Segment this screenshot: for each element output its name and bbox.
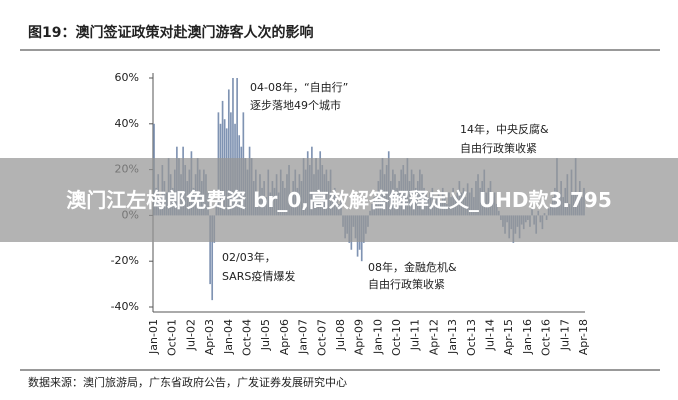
annotation: 04-08年，“自由行” bbox=[250, 80, 348, 94]
x-tick-label: Jul-05 bbox=[259, 319, 272, 351]
y-tick-label: -20% bbox=[111, 254, 139, 267]
x-tick-label: Oct-13 bbox=[465, 319, 478, 356]
y-tick-label: 60% bbox=[115, 71, 139, 84]
x-tick-label: Jul-08 bbox=[334, 319, 347, 351]
bar bbox=[209, 215, 211, 285]
x-tick-label: Jan-07 bbox=[297, 319, 310, 355]
annotation: 自由行政策收紧 bbox=[368, 277, 445, 291]
overlay-text: 澳门江左梅郎免费资 br_0,高效解答解释定义_UHD款3.795 bbox=[66, 188, 612, 212]
annotation: SARS疫情爆发 bbox=[222, 269, 295, 283]
x-tick-label: Jul-14 bbox=[484, 319, 497, 351]
bar bbox=[236, 78, 238, 216]
x-tick-label: Oct-01 bbox=[166, 319, 179, 356]
x-tick-label: Apr-03 bbox=[203, 319, 216, 355]
annotation: 02/03年， bbox=[222, 250, 276, 264]
x-tick-label: Jan-10 bbox=[371, 319, 384, 355]
x-tick-label: Apr-18 bbox=[577, 319, 590, 355]
x-tick-label: Jul-02 bbox=[184, 319, 197, 351]
x-tick-label: Oct-07 bbox=[315, 319, 328, 356]
x-tick-label: Jul-11 bbox=[409, 319, 422, 351]
x-tick-label: Jan-01 bbox=[147, 319, 160, 355]
bar bbox=[227, 89, 230, 216]
annotation: 逐步落地49个城市 bbox=[250, 98, 341, 112]
y-tick-label: -40% bbox=[111, 300, 139, 313]
y-tick-label: 40% bbox=[115, 117, 139, 130]
x-tick-label: Apr-12 bbox=[427, 319, 440, 355]
x-tick-label: Oct-04 bbox=[241, 319, 254, 356]
x-tick-label: Apr-09 bbox=[353, 319, 366, 355]
x-tick-label: Jul-17 bbox=[558, 319, 571, 351]
x-tick-label: Apr-15 bbox=[502, 319, 515, 355]
bar bbox=[211, 215, 214, 301]
x-tick-label: Jan-16 bbox=[521, 319, 534, 355]
x-tick-label: Oct-10 bbox=[390, 319, 403, 356]
bar bbox=[232, 78, 234, 216]
annotation: 14年，中央反腐& bbox=[460, 122, 549, 136]
chart-title: 图19：澳门签证政策对赴澳门游客人次的影响 bbox=[28, 24, 313, 41]
overlay-banner: 澳门江左梅郎免费资 br_0,高效解答解释定义_UHD款3.795 bbox=[0, 158, 678, 242]
x-tick-label: Jan-13 bbox=[446, 319, 459, 355]
x-tick-label: Oct-16 bbox=[540, 319, 553, 356]
x-tick-label: Apr-06 bbox=[278, 319, 291, 355]
x-tick-label: Jan-04 bbox=[222, 319, 235, 355]
source: 数据来源：澳门旅游局，广东省政府公告，广发证券发展研究中心 bbox=[28, 375, 347, 389]
annotation: 自由行政策收紧 bbox=[460, 141, 537, 155]
annotation: 08年，金融危机& bbox=[368, 260, 457, 274]
